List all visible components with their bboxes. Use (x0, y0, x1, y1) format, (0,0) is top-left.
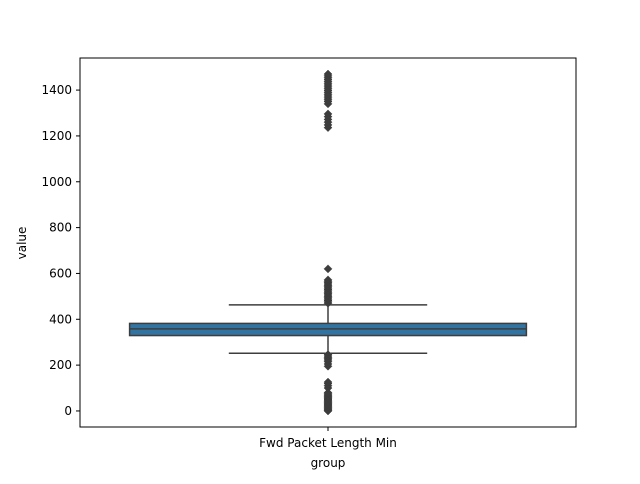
y-tick-label: 1200 (41, 129, 72, 143)
plot-frame (79, 57, 577, 428)
x-tick-label: Fwd Packet Length Min (259, 436, 397, 450)
outlier-point (323, 275, 333, 285)
outlier-point (323, 388, 333, 397)
y-tick-label: 1400 (41, 83, 72, 97)
outlier-point (323, 264, 333, 274)
outlier-point (323, 377, 333, 387)
axes-layer: Fwd Packet Length Min 0 200 400 600 800 1000 12… (41, 57, 577, 450)
outlier-point (323, 69, 333, 79)
outlier-point (323, 350, 333, 359)
y-axis-label: value (15, 227, 29, 260)
y-tick-label: 400 (49, 312, 72, 326)
plot-layer (128, 69, 528, 416)
y-tick-label: 200 (49, 358, 72, 372)
y-tick-label: 600 (49, 266, 72, 280)
x-axis-label: group (311, 456, 346, 470)
outlier-point (323, 109, 333, 119)
y-tick-label: 1000 (41, 175, 72, 189)
y-tick-label: 800 (49, 221, 72, 235)
y-tick-label: 0 (64, 404, 72, 418)
